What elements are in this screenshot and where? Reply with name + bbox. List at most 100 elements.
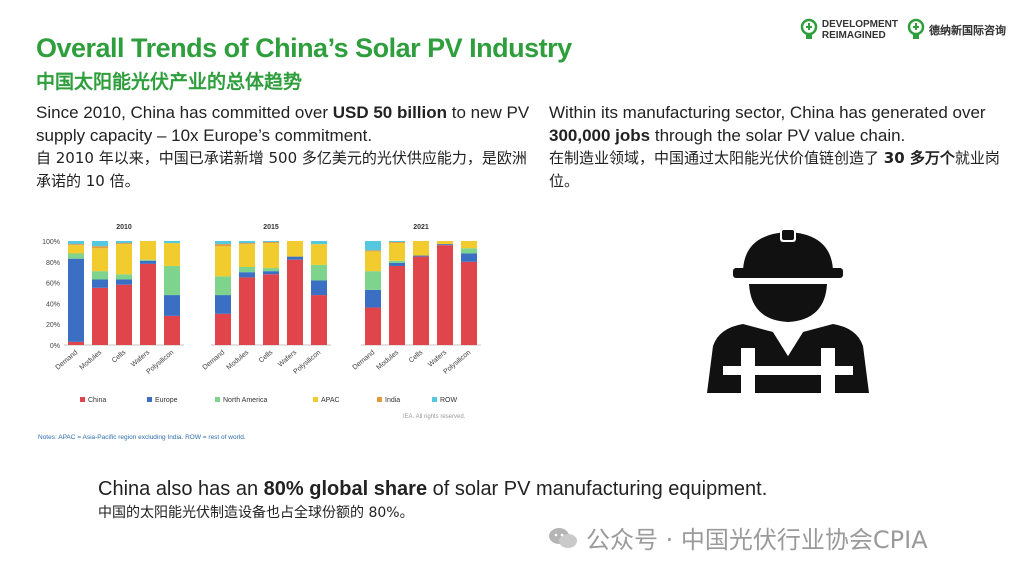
- bar-segment-apac: [68, 245, 84, 254]
- x-tick-label: Cells: [408, 349, 425, 365]
- bar-segment-india: [239, 243, 255, 245]
- bar-segment-apac: [437, 241, 453, 245]
- worker-hardhat-icon: [707, 228, 869, 393]
- bottom-en-bold: 80% global share: [263, 478, 428, 500]
- bar-segment-apac: [413, 241, 429, 256]
- bar-segment-europe: [461, 253, 477, 262]
- panel-title: 2015: [263, 224, 279, 231]
- bar-segment-europe: [389, 262, 405, 266]
- x-tick-label: Modules: [79, 349, 104, 372]
- bottom-statement-en: China also has an 80% global share of so…: [98, 476, 898, 502]
- legend-label: ROW: [440, 397, 458, 404]
- bar-segment-north-america: [140, 259, 156, 261]
- right-en-suffix: through the solar PV value chain.: [650, 126, 906, 145]
- legend-label: China: [88, 397, 106, 404]
- bottom-statement: China also has an 80% global share of so…: [98, 476, 898, 524]
- bar-segment-china: [68, 341, 84, 345]
- bar-segment-row: [164, 241, 180, 244]
- left-en-prefix: Since 2010, China has committed over: [36, 103, 333, 122]
- bar-segment-india: [365, 250, 381, 252]
- y-tick-label: 60%: [46, 281, 60, 288]
- bar-segment-north-america: [116, 274, 132, 280]
- right-paragraph-cn: 在制造业领域，中国通过太阳能光伏价值链创造了 30 多万个就业岗位。: [549, 147, 1017, 193]
- left-en-suffix: to new PV supply capacity – 10x Europe’s…: [36, 103, 530, 145]
- bar-segment-apac: [215, 246, 231, 277]
- y-tick-label: 20%: [46, 322, 60, 329]
- bottom-en-suffix: of solar PV manufacturing equipment.: [427, 478, 768, 500]
- legend-label: APAC: [321, 397, 340, 404]
- bar-segment-china: [287, 259, 303, 345]
- bar-segment-china: [239, 277, 255, 345]
- y-tick-label: 0%: [50, 343, 60, 350]
- bar-segment-india: [263, 242, 279, 244]
- bar-segment-europe: [116, 279, 132, 285]
- bar-segment-north-america: [215, 276, 231, 296]
- bar-segment-apac: [461, 241, 477, 249]
- left-paragraph-en: Since 2010, China has committed over USD…: [36, 101, 536, 147]
- bar-segment-china: [365, 307, 381, 345]
- x-tick-label: Demand: [55, 349, 80, 371]
- bar-segment-north-america: [389, 260, 405, 263]
- bar-segment-china: [140, 263, 156, 345]
- logo-text-line2: REIMAGINED: [821, 30, 886, 41]
- bar-segment-europe: [287, 256, 303, 260]
- bar-segment-row: [68, 241, 84, 245]
- lightbulb-logo-icon: [800, 18, 818, 39]
- x-tick-label: Wafers: [130, 349, 152, 369]
- legend-swatch: [313, 397, 318, 402]
- legend-swatch: [80, 397, 85, 402]
- y-tick-label: 40%: [46, 301, 60, 308]
- bar-segment-row: [116, 241, 132, 244]
- development-reimagined-logo: DEVELOPMENT REIMAGINED: [799, 18, 898, 42]
- bar-segment-europe: [437, 244, 453, 246]
- legend-swatch: [147, 397, 152, 402]
- x-tick-label: Wafers: [277, 349, 299, 369]
- logo-text-line1: DEVELOPMENT: [821, 19, 898, 30]
- watermark: 公众号 · 中国光伏行业协会CPIA: [548, 520, 928, 555]
- bar-segment-apac: [389, 243, 405, 261]
- left-en-bold: USD 50 billion: [332, 103, 448, 122]
- bar-segment-europe: [140, 260, 156, 264]
- logo-group: DEVELOPMENT REIMAGINED 德纳新国际咨询: [799, 18, 1006, 42]
- bar-segment-europe: [164, 295, 180, 316]
- x-tick-label: Modules: [226, 349, 251, 372]
- chinese-consulting-logo: 德纳新国际咨询: [906, 18, 1006, 42]
- bar-segment-china: [389, 265, 405, 345]
- bar-segment-north-america: [263, 268, 279, 272]
- x-tick-label: Wafers: [427, 349, 449, 369]
- right-cn-suffix: 就业岗位。: [549, 149, 1000, 190]
- chart-credit: IEA. All rights reserved.: [403, 414, 466, 420]
- bar-segment-apac: [140, 241, 156, 260]
- logo-chinese-name: 德纳新国际咨询: [929, 24, 1006, 37]
- bar-segment-row: [239, 241, 255, 244]
- x-tick-label: Cells: [111, 349, 128, 365]
- bar-segment-india: [389, 242, 405, 244]
- right-paragraph: Within its manufacturing sector, China h…: [549, 101, 1017, 193]
- bar-segment-north-america: [239, 267, 255, 273]
- bar-segment-china: [215, 313, 231, 345]
- bar-segment-europe: [413, 255, 429, 257]
- bar-segment-north-america: [461, 248, 477, 254]
- bar-segment-row: [263, 241, 279, 243]
- left-paragraph: Since 2010, China has committed over USD…: [36, 101, 536, 193]
- bar-segment-europe: [239, 272, 255, 278]
- bar-segment-north-america: [92, 271, 108, 280]
- bar-segment-europe: [365, 289, 381, 308]
- bar-segment-north-america: [164, 265, 180, 296]
- bar-segment-china: [413, 256, 429, 345]
- bottom-en-prefix: China also has an: [98, 478, 264, 500]
- bar-segment-row: [389, 241, 405, 243]
- bar-segment-row: [92, 241, 108, 247]
- bar-segment-north-america: [311, 264, 327, 281]
- legend-label: Europe: [155, 397, 178, 404]
- page-title: Overall Trends of China’s Solar PV Indus…: [36, 33, 572, 63]
- left-paragraph-cn: 自 2010 年以来，中国已承诺新增 500 多亿美元的光伏供应能力，是欧洲承诺…: [36, 149, 527, 190]
- page-subtitle-cn: 中国太阳能光伏产业的总体趋势: [36, 71, 303, 93]
- bar-segment-row: [365, 241, 381, 251]
- bar-segment-india: [215, 244, 231, 247]
- bar-segment-apac: [263, 243, 279, 269]
- bar-segment-europe: [68, 258, 84, 342]
- x-tick-label: Modules: [376, 349, 401, 372]
- bar-segment-north-america: [365, 271, 381, 290]
- bar-segment-apac: [365, 251, 381, 272]
